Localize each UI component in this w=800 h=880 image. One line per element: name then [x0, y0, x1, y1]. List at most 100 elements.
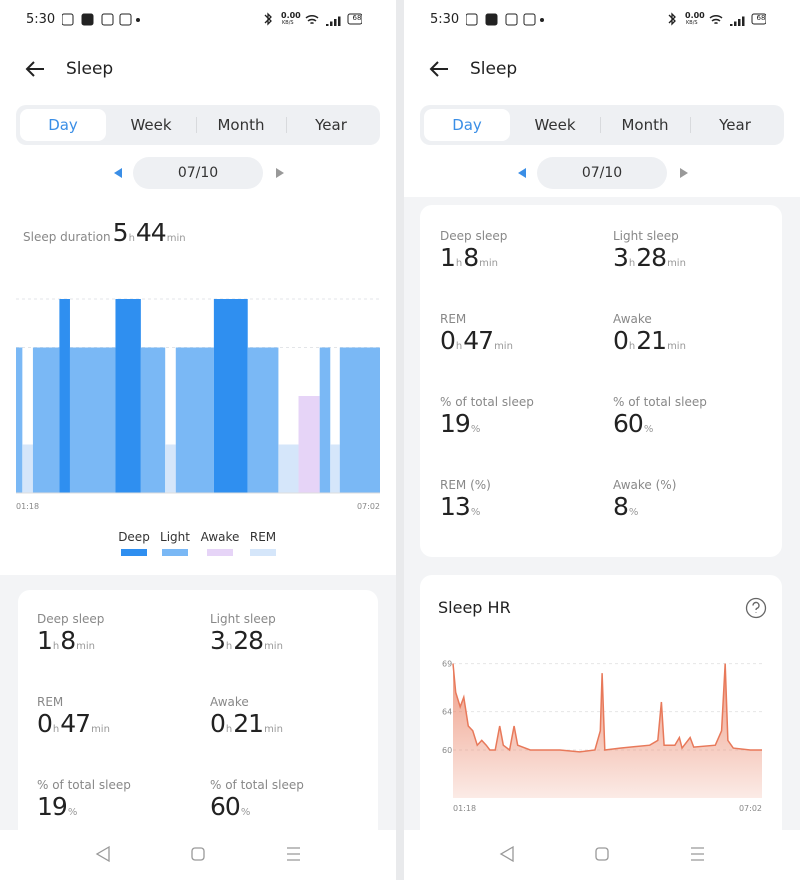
- nav-home[interactable]: [595, 847, 609, 861]
- nav-back[interactable]: [95, 845, 110, 863]
- stat-label: % of total sleep: [613, 395, 707, 409]
- percent-value: 60: [613, 409, 644, 438]
- net-unit: KB/S: [282, 20, 294, 26]
- percent-value: 60: [210, 792, 241, 821]
- hours-value: 0: [210, 709, 226, 738]
- stage-segment: [247, 347, 279, 493]
- icon-or-chart: [16, 298, 380, 494]
- status-icon: [101, 13, 114, 26]
- unit: min: [264, 641, 283, 652]
- hours-value: 3: [613, 243, 629, 272]
- unit: min: [166, 233, 186, 244]
- date-pill: [133, 157, 263, 189]
- unit: h: [52, 641, 60, 652]
- tab[interactable]: Month: [217, 116, 265, 134]
- icon-or-chart: 60 64 69 01:18 07:02: [442, 660, 762, 813]
- stat-value: 0 h 21 min: [210, 709, 284, 738]
- unit: %: [628, 507, 639, 518]
- stat-label: Awake: [210, 695, 249, 709]
- tab[interactable]: Year: [315, 116, 347, 134]
- unit: h: [52, 724, 60, 735]
- stat-label: Deep sleep: [37, 612, 105, 626]
- signal-bar: [338, 16, 341, 26]
- help-icon[interactable]: [745, 597, 767, 619]
- next-date[interactable]: [276, 168, 284, 178]
- icon-or-chart: [668, 12, 766, 26]
- stat-label: % of total sleep: [210, 778, 304, 792]
- x-label: 07:02: [356, 502, 380, 511]
- date-pill: [537, 157, 667, 189]
- unit: %: [470, 424, 481, 435]
- stage-segment: [175, 347, 214, 493]
- nav-menu[interactable]: [691, 847, 704, 861]
- stat-label: % of total sleep: [37, 778, 131, 792]
- screen: 5:30 0.00 KB/S 68 Sleep Day Week Month Year 07/10…: [404, 0, 800, 880]
- nav-home[interactable]: [191, 847, 205, 861]
- battery-level: 68: [756, 14, 766, 22]
- tab-bar: Day Week Month Year: [16, 105, 380, 145]
- legend-label: Deep: [118, 530, 150, 544]
- legend-swatch: [121, 549, 147, 556]
- percent-value: 19: [37, 792, 68, 821]
- stat-label: Light sleep: [613, 229, 679, 243]
- battery: [751, 13, 766, 25]
- status-dot: [540, 18, 544, 22]
- status-icon: [523, 13, 536, 26]
- legend-swatch: [207, 549, 233, 556]
- stat-value: 0 h 47 min: [440, 326, 514, 355]
- minutes-value: 47: [60, 709, 91, 738]
- stat-value: 60%: [613, 409, 654, 438]
- signal-bar: [738, 19, 741, 26]
- icon-or-chart: [429, 61, 448, 77]
- battery-level: 68: [352, 14, 362, 22]
- x-label: 01:18: [453, 804, 476, 813]
- icon-or-chart: [518, 168, 688, 178]
- duration-hours: 5: [112, 218, 129, 247]
- stat-value: 3 h 28 min: [613, 243, 687, 272]
- duration-minutes: 44: [135, 218, 167, 247]
- bluetooth-icon: [668, 12, 676, 26]
- unit: h: [128, 233, 135, 244]
- legend-swatch: [250, 549, 276, 556]
- stage-segment: [330, 444, 340, 493]
- next-date[interactable]: [680, 168, 688, 178]
- hours-value: 1: [37, 626, 53, 655]
- percent-value: 8: [613, 492, 629, 521]
- signal-bar: [730, 24, 733, 26]
- stat-value: 19%: [440, 409, 481, 438]
- wifi-icon: [305, 14, 319, 25]
- minutes-value: 28: [233, 626, 264, 655]
- minutes-value: 21: [636, 326, 667, 355]
- nav-back[interactable]: [499, 845, 514, 863]
- tab[interactable]: Week: [534, 116, 576, 134]
- stage-segment: [339, 347, 380, 493]
- tab[interactable]: Month: [621, 116, 669, 134]
- tab[interactable]: Week: [130, 116, 172, 134]
- net-speed: 0.00: [685, 11, 705, 20]
- minutes-value: 8: [463, 243, 479, 272]
- stat-label: REM (%): [440, 478, 491, 492]
- tab-bar: Day Week Month Year: [420, 105, 784, 145]
- percent-value: 19: [440, 409, 471, 438]
- stage-segment: [115, 299, 141, 493]
- tab[interactable]: Day: [48, 116, 78, 134]
- prev-date[interactable]: [114, 168, 122, 178]
- prev-date[interactable]: [518, 168, 526, 178]
- x-label: 01:18: [16, 502, 40, 511]
- nav-menu[interactable]: [287, 847, 300, 861]
- unit: min: [76, 641, 96, 652]
- stat-value: 19%: [37, 792, 78, 821]
- icon-or-chart: [114, 168, 284, 178]
- stat-value: 1 h 8 min: [37, 626, 96, 655]
- unit: h: [628, 258, 636, 269]
- unit: h: [628, 341, 636, 352]
- icon-or-chart: [25, 61, 44, 77]
- unit: %: [643, 424, 654, 435]
- back-arrow: [429, 61, 448, 77]
- unit: %: [240, 807, 251, 818]
- tab[interactable]: Day: [452, 116, 482, 134]
- hours-value: 0: [440, 326, 456, 355]
- y-tick-label: 69: [442, 660, 452, 669]
- hours-value: 3: [210, 626, 226, 655]
- tab[interactable]: Year: [719, 116, 751, 134]
